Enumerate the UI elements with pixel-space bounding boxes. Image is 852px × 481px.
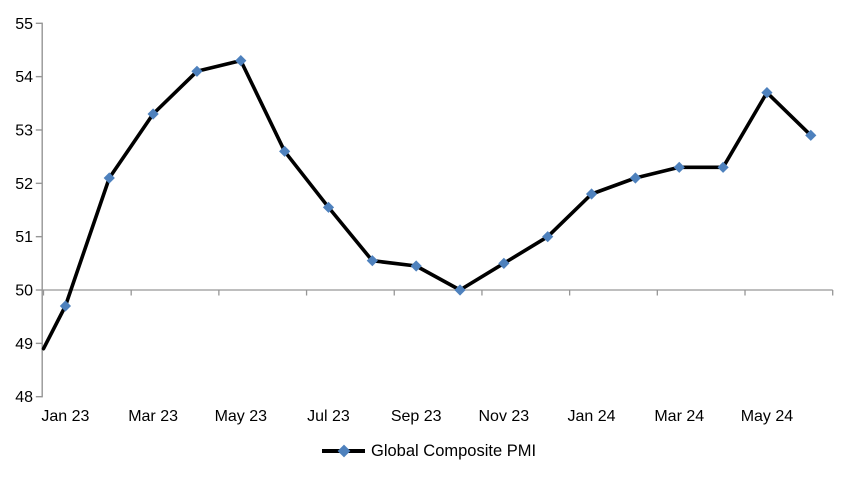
- x-axis-label: Sep 23: [391, 408, 442, 425]
- data-point-marker: [585, 188, 598, 200]
- x-axis-label: Jan 23: [41, 408, 89, 425]
- y-axis-label: 49: [15, 336, 33, 353]
- data-point-marker: [805, 129, 817, 141]
- data-point-marker: [498, 257, 510, 269]
- x-axis-label: Mar 24: [654, 408, 704, 425]
- data-point-marker: [366, 255, 378, 267]
- data-point-marker: [147, 108, 159, 120]
- x-axis-label: Mar 23: [128, 408, 178, 425]
- y-axis-label: 48: [15, 389, 33, 406]
- data-point-marker: [322, 201, 335, 213]
- data-point-marker: [629, 172, 641, 184]
- x-axis-label: May 23: [215, 408, 268, 425]
- data-point-marker: [542, 231, 554, 243]
- x-axis-label: Jul 23: [307, 408, 350, 425]
- data-point-marker: [454, 284, 466, 296]
- legend-line-sample-icon: [322, 444, 365, 458]
- pmi-series-line: [41, 58, 813, 351]
- y-axis-label: 51: [15, 229, 33, 246]
- y-axis-label: 55: [15, 16, 33, 33]
- y-axis-label: 54: [15, 69, 33, 86]
- y-axis-label: 50: [15, 283, 33, 300]
- x-axis-label: May 24: [741, 408, 794, 425]
- data-point-marker: [717, 161, 729, 173]
- data-point-marker: [103, 172, 115, 184]
- legend-label: Global Composite PMI: [371, 441, 537, 460]
- legend-diamond-marker-icon: [337, 444, 350, 458]
- legend: Global Composite PMI: [322, 440, 536, 462]
- data-point-marker: [761, 87, 773, 99]
- data-point-marker: [59, 300, 72, 312]
- data-point-marker: [191, 65, 203, 77]
- data-point-marker: [235, 55, 247, 67]
- y-axis-label: 52: [15, 176, 33, 193]
- data-point-marker: [410, 260, 422, 272]
- data-point-marker: [673, 161, 685, 173]
- x-axis-label: Jan 24: [568, 408, 616, 425]
- data-point-marker: [279, 145, 291, 157]
- y-axis-label: 53: [15, 122, 33, 139]
- x-axis-label: Nov 23: [479, 408, 530, 425]
